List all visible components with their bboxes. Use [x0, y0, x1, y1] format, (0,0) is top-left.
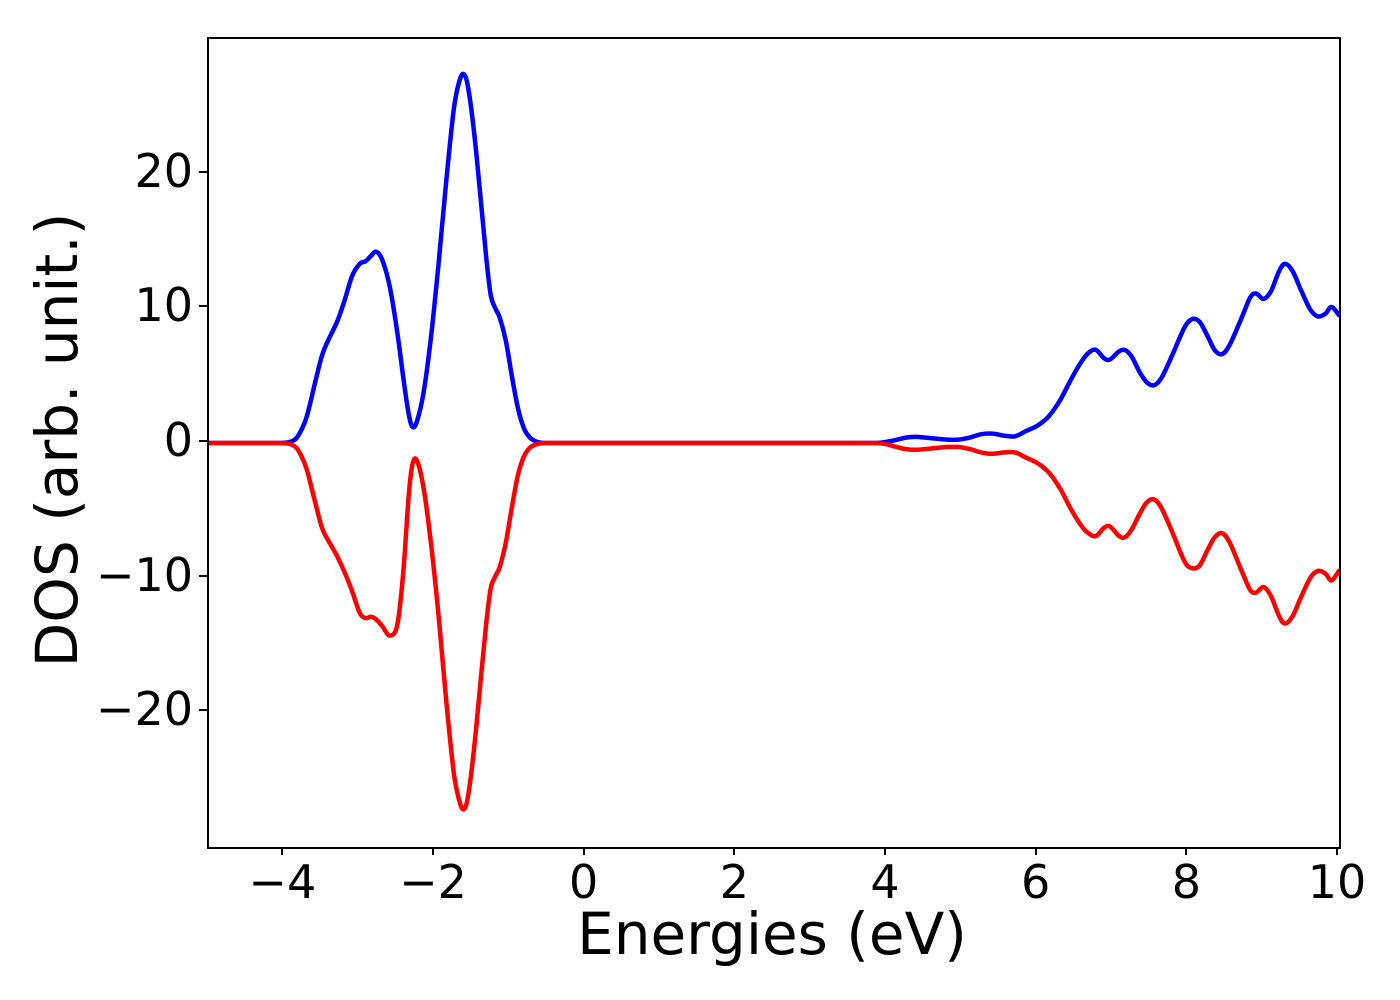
x-tick-mark-−4 — [281, 847, 284, 855]
x-tick-mark-0 — [582, 847, 585, 855]
x-tick-label-10: 10 — [1307, 855, 1367, 909]
spin-down-curve — [209, 440, 1339, 812]
y-tick-mark-0 — [199, 440, 207, 442]
y-tick-mark-−20 — [199, 709, 207, 712]
x-tick-mark-10 — [1336, 847, 1338, 855]
y-tick-mark-−10 — [199, 574, 207, 577]
x-tick-label-6: 6 — [1021, 855, 1051, 909]
y-tick-mark-10 — [199, 305, 207, 308]
y-tick-label-0: 0 — [163, 413, 193, 467]
x-tick-label-−4: −4 — [248, 855, 317, 909]
y-tick-label-20: 20 — [134, 143, 193, 198]
y-tick-label-−20: −20 — [95, 682, 193, 737]
x-tick-mark-4 — [884, 847, 886, 855]
x-axis-label: Energies (eV) — [577, 900, 967, 968]
x-tick-label-0: 0 — [569, 855, 599, 909]
x-tick-mark-6 — [1034, 847, 1037, 855]
plot-area — [207, 37, 1341, 849]
x-tick-label-8: 8 — [1171, 855, 1201, 909]
x-tick-mark-8 — [1185, 847, 1188, 855]
plot-canvas — [209, 71, 1339, 812]
y-tick-label-10: 10 — [134, 278, 193, 333]
y-tick-mark-20 — [199, 170, 207, 173]
y-tick-label-−10: −10 — [95, 547, 193, 602]
spin-up-curve — [209, 71, 1339, 446]
x-tick-label-−2: −2 — [399, 855, 467, 909]
x-tick-label-2: 2 — [719, 855, 749, 909]
x-tick-label-4: 4 — [870, 855, 900, 909]
x-tick-mark-2 — [733, 847, 736, 855]
x-tick-mark-−2 — [432, 847, 434, 855]
y-axis-label: DOS (arb. unit.) — [23, 212, 91, 668]
